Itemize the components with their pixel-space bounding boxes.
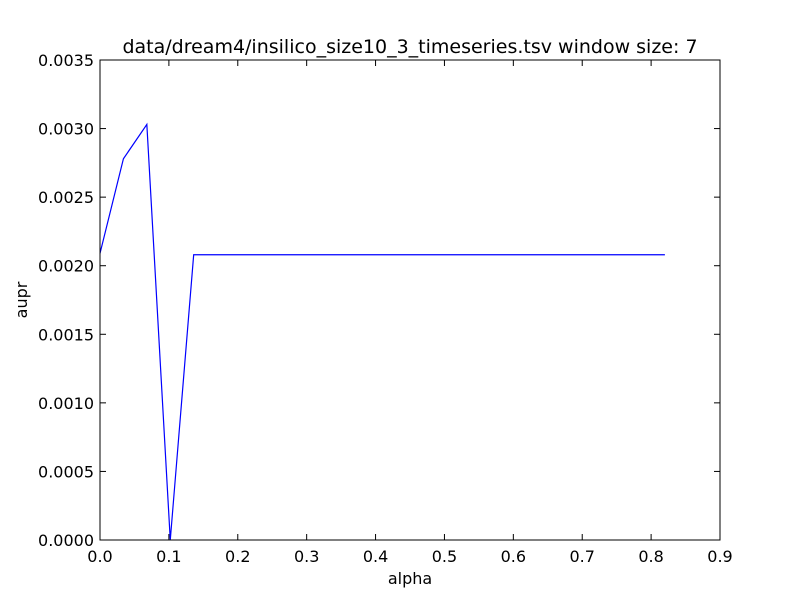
y-axis-label: aupr bbox=[12, 281, 31, 318]
x-tick-label: 0.2 bbox=[225, 547, 250, 566]
y-tick-label: 0.0020 bbox=[38, 257, 94, 276]
y-tick-label: 0.0000 bbox=[38, 531, 94, 550]
plot-frame bbox=[99, 59, 721, 541]
x-tick-label: 0.0 bbox=[87, 547, 112, 566]
y-tick-label: 0.0005 bbox=[38, 462, 94, 481]
x-tick-label: 0.5 bbox=[432, 547, 457, 566]
x-tick-label: 0.9 bbox=[707, 547, 732, 566]
y-tick-label: 0.0030 bbox=[38, 120, 94, 139]
series-line bbox=[99, 122, 665, 541]
y-tick-label: 0.0035 bbox=[38, 51, 94, 70]
y-axis-ticks: 0.0000 0.0005 0.0010 0.0015 0.0020 0.0025 0.00… bbox=[38, 51, 720, 550]
y-tick-label: 0.0015 bbox=[38, 325, 94, 344]
x-tick-label: 0.1 bbox=[156, 547, 181, 566]
x-tick-label: 0.8 bbox=[638, 547, 663, 566]
y-tick-label: 0.0025 bbox=[38, 188, 94, 207]
y-tick-label: 0.0010 bbox=[38, 394, 94, 413]
x-tick-label: 0.3 bbox=[294, 547, 319, 566]
x-tick-label: 0.4 bbox=[363, 547, 388, 566]
x-axis-label: alpha bbox=[388, 569, 432, 588]
x-tick-label: 0.7 bbox=[569, 547, 594, 566]
x-tick-label: 0.6 bbox=[501, 547, 526, 566]
x-axis-ticks: 0.0 0.1 0.2 0.3 0.4 0.5 0.6 0.7 0.8 0.9 bbox=[87, 60, 733, 566]
chart-title: data/dream4/insilico_size10_3_timeseries… bbox=[122, 36, 697, 58]
